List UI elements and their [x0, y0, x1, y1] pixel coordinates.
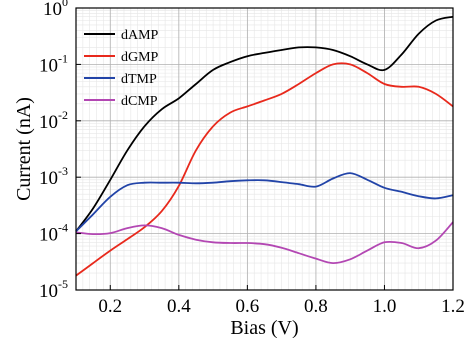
legend: dAMP dGMP dTMP dCMP — [84, 28, 159, 109]
series-layer — [75, 15, 454, 277]
y-tick-label: 10-5 — [39, 277, 68, 302]
x-axis-ticks: 0.2 0.4 0.6 0.8 1.0 1.2 — [98, 285, 465, 317]
legend-label-dTMP: dTMP — [121, 72, 157, 87]
x-tick-label: 0.2 — [98, 296, 122, 317]
x-tick-label: 0.4 — [167, 296, 191, 317]
x-tick-label: 0.8 — [304, 296, 328, 317]
series-line-dGMP — [75, 62, 454, 277]
y-tick-label: 10-3 — [39, 164, 68, 189]
x-tick-label: 0.6 — [235, 296, 259, 317]
legend-label-dGMP: dGMP — [121, 50, 159, 65]
y-axis-label: Current (nA) — [13, 97, 35, 201]
x-tick-label: 1.0 — [373, 296, 397, 317]
x-axis-label: Bias (V) — [230, 317, 298, 338]
legend-label-dAMP: dAMP — [121, 28, 159, 43]
series-line-dAMP — [75, 15, 454, 232]
y-tick-label: 100 — [43, 0, 68, 20]
x-tick-label: 1.2 — [441, 296, 465, 317]
legend-label-dCMP: dCMP — [121, 94, 158, 109]
plot-frame — [75, 7, 454, 291]
y-tick-label: 10-4 — [39, 221, 68, 246]
y-tick-label: 10-2 — [39, 108, 68, 133]
series-line-dTMP — [75, 172, 454, 232]
y-tick-label: 10-1 — [39, 51, 68, 76]
y-axis-ticks: 10-5 10-4 10-3 10-2 10-1 100 — [39, 0, 81, 302]
series-line-dCMP — [75, 221, 454, 265]
